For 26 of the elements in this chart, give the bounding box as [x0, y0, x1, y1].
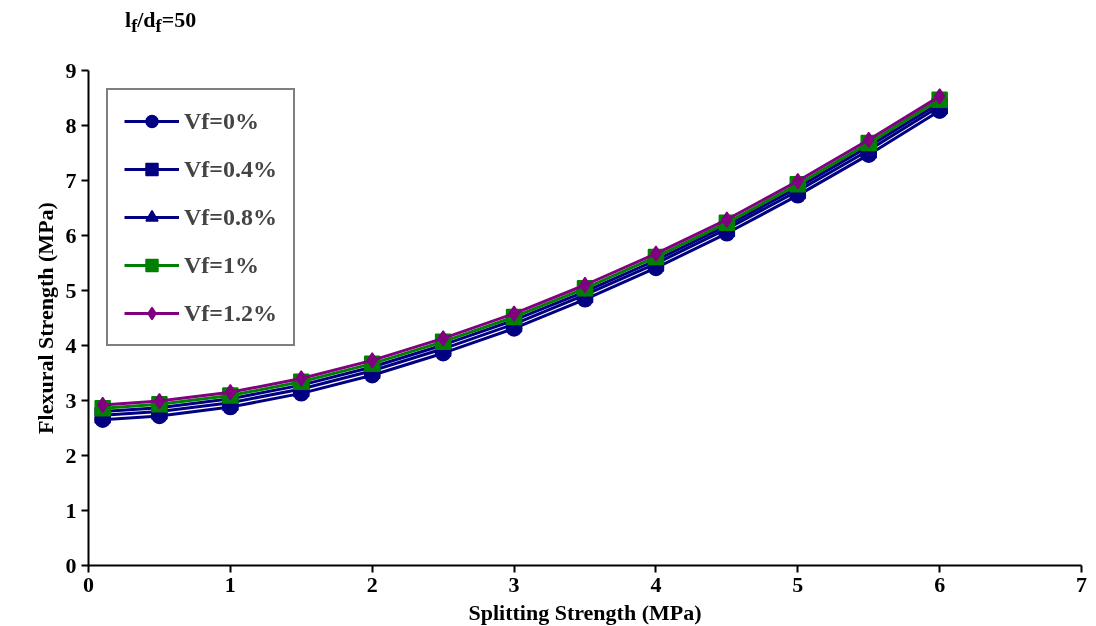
y-tick-label: 9 [65, 57, 77, 83]
y-tick-label: 6 [65, 222, 77, 248]
x-tick-label: 1 [224, 571, 236, 597]
y-tick-label: 1 [65, 497, 77, 523]
y-tick-label: 4 [65, 332, 77, 358]
y-tick-label: 2 [65, 442, 77, 468]
y-tick-label: 0 [65, 552, 77, 578]
x-tick-label: 5 [792, 571, 804, 597]
y-tick-label: 5 [65, 277, 77, 303]
x-tick-label: 4 [650, 571, 662, 597]
legend-label: Vf=1.2% [184, 299, 277, 327]
y-axis-title: Flexural Strength (MPa) [32, 202, 58, 434]
legend-label: Vf=1% [184, 251, 259, 279]
legend-label: Vf=0.8% [184, 203, 277, 231]
y-tick-label: 8 [65, 112, 77, 138]
x-tick-label: 0 [83, 571, 94, 597]
x-tick-label: 6 [934, 571, 946, 597]
y-tick-label: 3 [65, 387, 77, 413]
legend-label: Vf=0.4% [184, 155, 277, 183]
legend-label: Vf=0% [184, 107, 259, 135]
chart-title: l$_{f}$/d$_{f}$=50 [125, 6, 197, 39]
y-tick-label: 7 [65, 167, 77, 193]
x-tick-label: 3 [508, 571, 520, 597]
x-axis-title: Splitting Strength (MPa) [468, 599, 702, 625]
x-tick-label: 2 [366, 571, 378, 597]
x-tick-label: 7 [1076, 571, 1087, 597]
